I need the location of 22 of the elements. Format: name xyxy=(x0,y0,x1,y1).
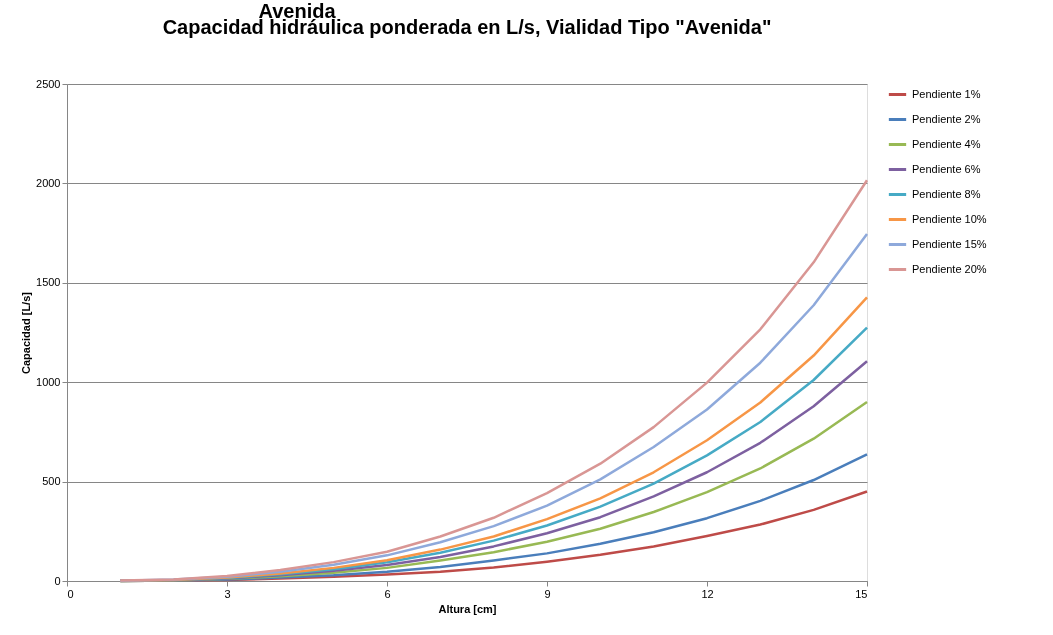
legend-label: Pendiente 1% xyxy=(912,87,981,100)
legend-label: Pendiente 4% xyxy=(912,137,981,150)
x-tick-label: 12 xyxy=(701,587,714,600)
legend-label: Pendiente 6% xyxy=(912,162,981,175)
x-axis-title: Altura [cm] xyxy=(438,602,497,615)
legend-label: Pendiente 20% xyxy=(912,262,987,275)
x-tick-label: 6 xyxy=(384,587,391,600)
y-axis-title: Capacidad [L/s] xyxy=(20,291,33,374)
x-tick-label: 15 xyxy=(855,587,868,600)
y-tick-label: 1500 xyxy=(36,276,61,289)
y-tick-label: 2500 xyxy=(36,77,61,90)
legend-label: Pendiente 8% xyxy=(912,187,981,200)
y-tick-label: 1000 xyxy=(36,375,61,388)
legend-label: Pendiente 10% xyxy=(912,212,987,225)
x-tick-label: 3 xyxy=(224,587,231,600)
y-tick-label: 500 xyxy=(42,475,61,488)
legend-label: Pendiente 15% xyxy=(912,237,987,250)
y-tick-label: 0 xyxy=(54,574,61,587)
x-tick-label: 9 xyxy=(544,587,551,600)
y-tick-label: 2000 xyxy=(36,176,61,189)
legend-label: Pendiente 2% xyxy=(912,112,981,125)
x-tick-label: 0 xyxy=(67,587,74,600)
